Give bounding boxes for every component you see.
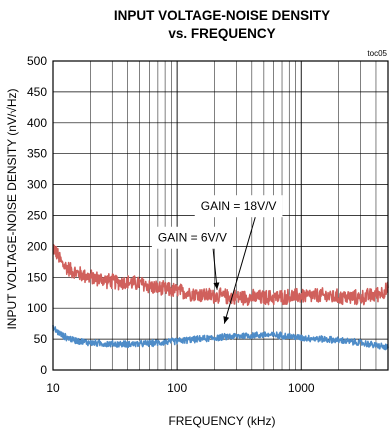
tick-label-layer: 0 50 100 150 200 250 300 350 400 450 500 10 100 1000 — [27, 54, 315, 395]
y-tick-label: 250 — [27, 209, 47, 223]
figure-id-tag: toc05 — [367, 49, 387, 58]
annotation-box — [151, 226, 233, 249]
y-axis-title: INPUT VOLTAGE-NOISE DENSITY (nV/√Hz) — [5, 88, 19, 329]
y-tick-label: 0 — [40, 363, 47, 377]
annotation-layer: GAIN = 18V/V GAIN = 6V/V — [151, 195, 283, 324]
y-tick-label: 300 — [27, 178, 47, 192]
y-tick-label: 500 — [27, 54, 47, 68]
y-tick-label: 200 — [27, 239, 47, 253]
y-tick-label: 50 — [34, 332, 48, 346]
annotation-box — [194, 195, 283, 218]
x-tick-label: 1000 — [288, 381, 315, 395]
y-tick-label: 350 — [27, 147, 47, 161]
grid-layer — [53, 61, 388, 370]
plot-frame — [52, 60, 389, 371]
y-tick-label: 150 — [27, 270, 47, 284]
annotation-arrowhead — [213, 282, 220, 290]
annotation-label: GAIN = 6V/V — [158, 231, 227, 245]
annotation-label: GAIN = 18V/V — [201, 199, 277, 213]
series-layer — [52, 243, 389, 351]
series-trace-gain-6 — [52, 324, 389, 351]
y-tick-label: 450 — [27, 85, 47, 99]
chart-title-line-2: vs. FREQUENCY — [168, 26, 275, 41]
y-tick-label: 400 — [27, 116, 47, 130]
series-trace-gain-18 — [52, 243, 389, 306]
x-tick-label: 100 — [167, 381, 187, 395]
annotation-arrow-line — [223, 217, 256, 324]
chart-title-line-1: INPUT VOLTAGE-NOISE DENSITY — [114, 8, 330, 23]
y-tick-label: 100 — [27, 301, 47, 315]
x-axis-title: FREQUENCY (kHz) — [168, 414, 275, 428]
x-tick-label: 10 — [46, 381, 60, 395]
plot-frame-layer — [52, 60, 389, 371]
annotation-arrowhead — [223, 316, 230, 324]
